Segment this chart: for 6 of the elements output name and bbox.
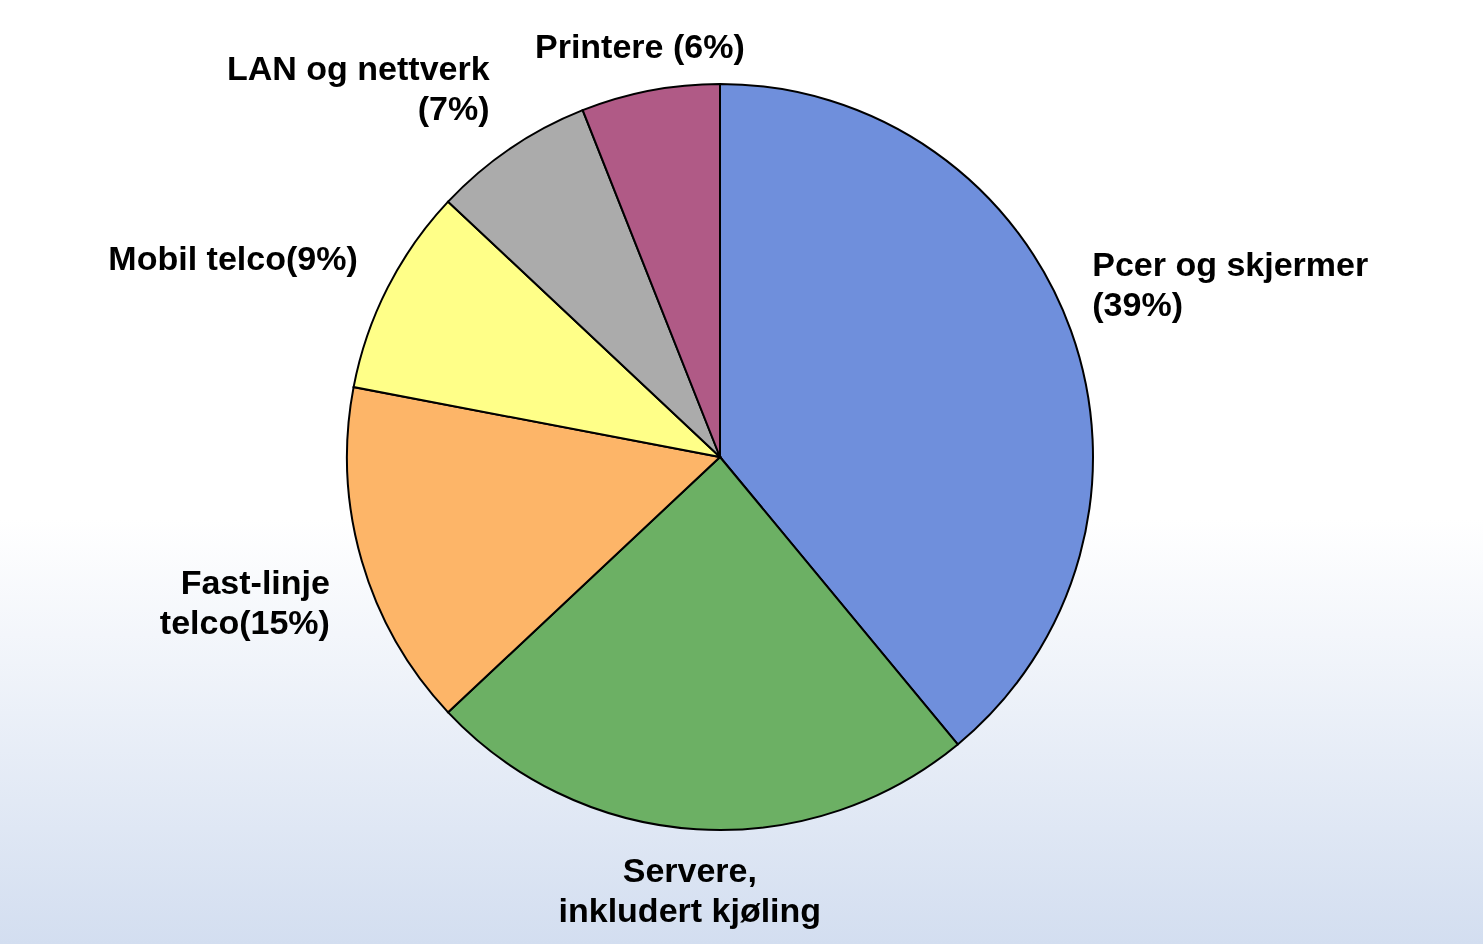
slice-label: Fast-linje telco(15%) <box>159 562 330 641</box>
slice-label: LAN og nettverk (7%) <box>227 49 490 128</box>
slice-label: Printere (6%) <box>534 27 745 66</box>
slice-label: Mobil telco(9%) <box>108 238 358 277</box>
slice-label: Pcer og skjermer (39%) <box>1092 245 1369 324</box>
slice-label: Servere, inkludert kjøling <box>558 851 822 930</box>
